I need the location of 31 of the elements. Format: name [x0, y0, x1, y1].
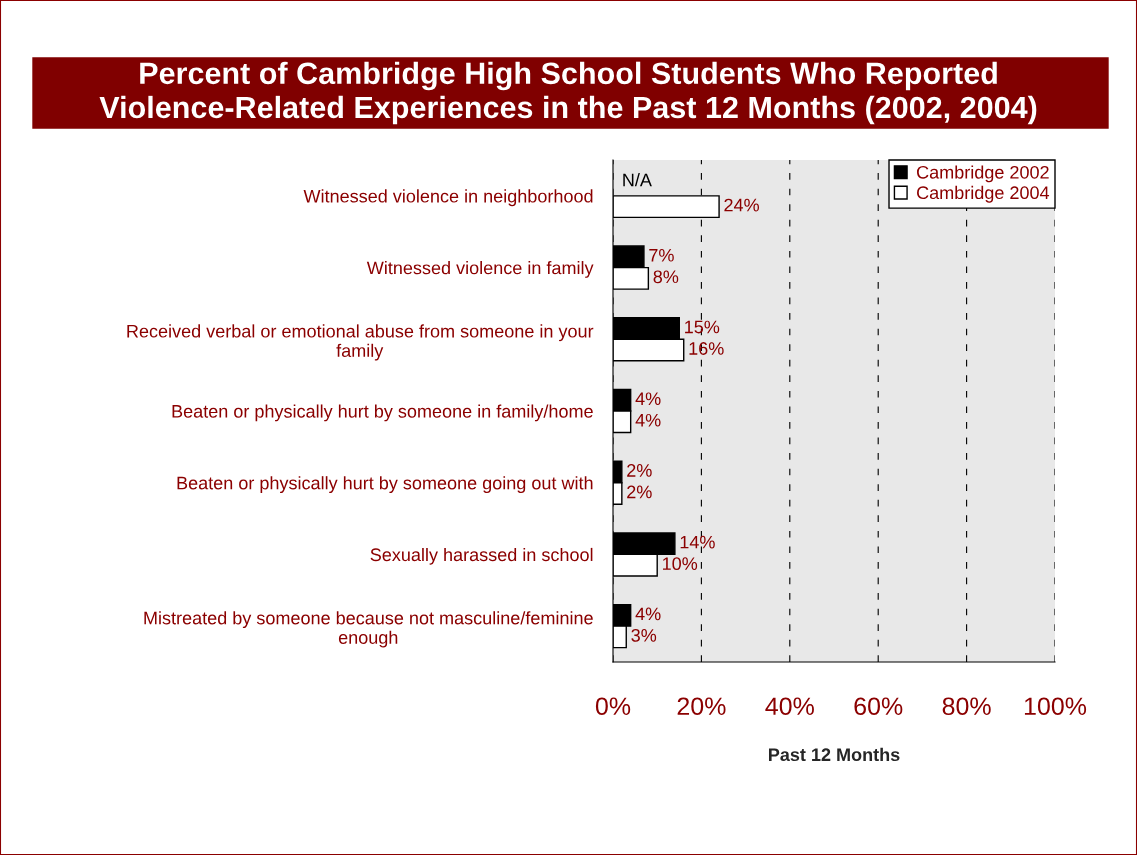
data-label: 8%: [653, 270, 679, 284]
data-label: 10%: [663, 557, 698, 571]
y-tick-label: Witnessed violence in family: [366, 261, 594, 278]
data-label: 24%: [724, 198, 759, 212]
data-label: 16%: [689, 342, 724, 355]
data-label: 4%: [635, 607, 661, 621]
x-tick-label: 0%: [595, 697, 631, 716]
y-tick-label: Sexually harassed in school: [370, 547, 593, 565]
y-tick-label: Witnessed violence in neighborhood: [303, 189, 593, 207]
data-label: 2%: [627, 464, 652, 477]
text: N/A: [623, 173, 652, 187]
x-axis-title: Past 12 Months: [768, 747, 900, 762]
x-tick-label: 80%: [942, 697, 991, 716]
y-tick-label: Beaten or physically hurt by someone going out with: [177, 476, 593, 493]
data-label: 4%: [635, 392, 661, 406]
x-tick-label: 20%: [677, 697, 726, 716]
x-tick-label: 60%: [854, 697, 903, 716]
data-label: 7%: [649, 248, 674, 262]
data-label: 3%: [631, 628, 657, 642]
y-tick-label: Beaten or physically hurt by someone in family/home: [172, 404, 593, 422]
legend-label: Cambridge 2002: [917, 165, 1049, 183]
chart-title: Percent of Cambridge High School Students Who Reported Violence-Related Experiences in the Past 12 Months (2002, 2004): [99, 61, 1037, 125]
data-label: 4%: [635, 413, 661, 427]
x-tick-label: 100%: [1024, 697, 1087, 716]
y-tick-label: Mistreated by someone because not masculine/feminine enough: [144, 611, 593, 648]
data-label: 2%: [627, 485, 652, 499]
data-label: 14%: [680, 535, 715, 549]
legend-label: Cambridge 2004: [917, 185, 1050, 203]
y-tick-label: Received verbal or emotional abuse from someone in your family: [127, 324, 594, 361]
x-tick-label: 40%: [765, 697, 814, 716]
data-label: 15%: [685, 320, 720, 334]
